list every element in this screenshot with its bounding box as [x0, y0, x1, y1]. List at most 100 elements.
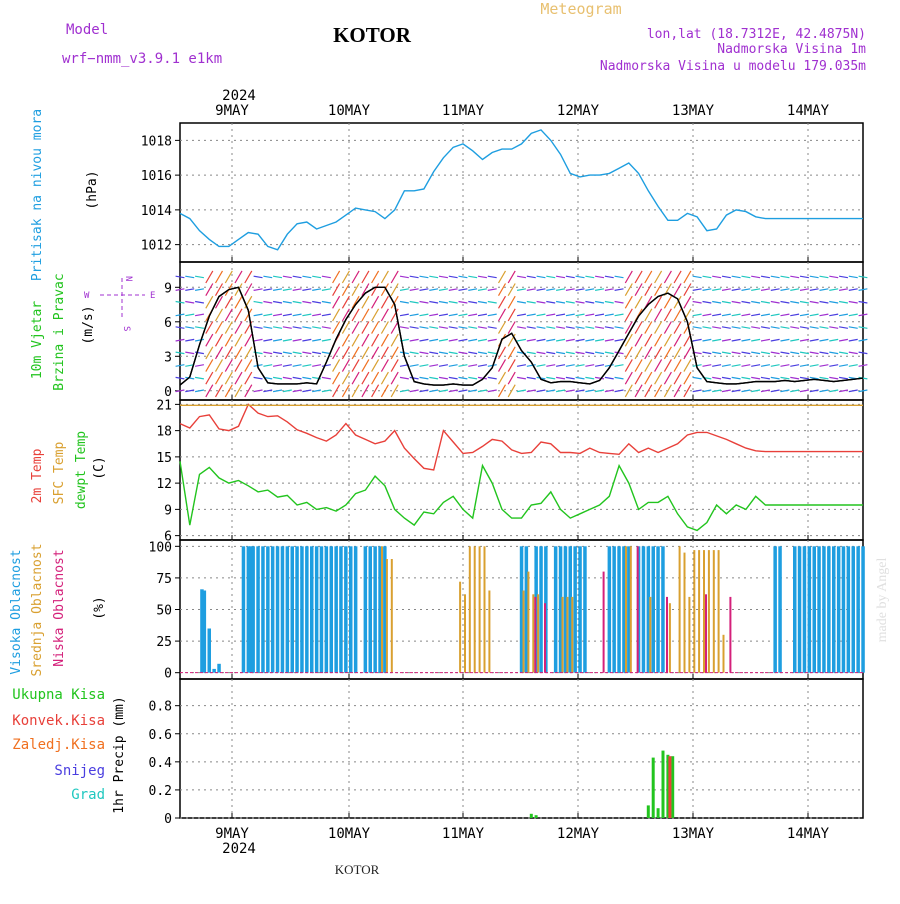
- wind-barb: [546, 275, 556, 279]
- wind-barb: [516, 389, 527, 393]
- wind-barb: [585, 376, 595, 380]
- wind-barb: [477, 364, 488, 367]
- model-label: Model: [66, 22, 108, 38]
- clouds-bar: [324, 546, 329, 673]
- wind-barb: [214, 308, 224, 322]
- wind-barb: [741, 389, 751, 393]
- wind-barb: [692, 300, 702, 304]
- legend-convective-rain: Konvek.Kisa: [12, 713, 105, 729]
- wind-barb: [351, 283, 360, 296]
- bottom-day-label: 14MAY: [787, 826, 830, 842]
- wind-barb: [263, 288, 273, 291]
- wind-barb: [556, 326, 566, 329]
- wind-barb: [341, 321, 350, 334]
- wind-barb: [741, 338, 751, 342]
- wind-barb: [312, 364, 322, 367]
- wind-barb: [692, 326, 702, 329]
- precipitation-bar: [529, 813, 533, 818]
- wind-barb: [321, 338, 331, 342]
- wind-barb: [819, 300, 829, 304]
- clouds-bar: [285, 546, 290, 673]
- wind-barb: [409, 351, 419, 355]
- wind-barb: [731, 326, 741, 329]
- clouds-ytick-label: 100: [149, 540, 172, 555]
- wind-barb: [838, 288, 849, 291]
- wind-barb: [429, 389, 439, 393]
- wind-barb: [205, 333, 214, 347]
- wind-barb: [663, 308, 672, 322]
- wind-barb: [819, 338, 829, 342]
- wind-barb: [644, 333, 653, 347]
- wind-barb: [731, 376, 741, 380]
- clouds-bar: [251, 546, 255, 673]
- wind-barb: [760, 338, 771, 342]
- wind-barb: [516, 338, 527, 342]
- wind-barb: [751, 338, 761, 342]
- wind-barb: [302, 351, 312, 355]
- wind-barb: [819, 389, 829, 393]
- clouds-bar: [773, 546, 777, 673]
- wind-barb: [361, 371, 370, 385]
- wind-barb: [673, 371, 682, 385]
- wind-ytick-label: 9: [164, 281, 172, 296]
- wind-barb: [263, 275, 273, 279]
- clouds-bar: [522, 590, 525, 673]
- clouds-bar: [607, 546, 612, 673]
- wind-barb: [526, 288, 536, 291]
- wind-barb: [302, 338, 312, 342]
- precip-legend: Ukupna Kisa Konvek.Kisa Zaledj.Kisa Snij…: [12, 687, 105, 803]
- wind-barb: [673, 384, 682, 398]
- clouds-bar: [261, 546, 265, 673]
- wind-barb: [526, 326, 536, 329]
- wind-barb: [555, 364, 566, 367]
- clouds-bar: [256, 546, 260, 673]
- clouds-bar: [861, 546, 865, 673]
- wind-barb: [654, 295, 663, 309]
- wind-barb: [848, 288, 858, 291]
- wind-barb: [253, 389, 263, 393]
- wind-barb: [390, 321, 399, 334]
- wind-barb: [244, 333, 253, 347]
- wind-barb: [536, 313, 546, 317]
- wind-barb: [673, 270, 682, 284]
- wind-barb: [585, 313, 595, 317]
- precipitation-ytick-label: 0.6: [149, 728, 172, 743]
- wind-barb: [458, 389, 468, 393]
- clouds-bar: [249, 546, 253, 673]
- clouds-bar: [544, 603, 546, 673]
- wind-barb: [448, 275, 458, 279]
- wind-barb: [302, 275, 312, 279]
- wind-barb: [838, 376, 849, 380]
- wind-barb: [390, 371, 399, 385]
- wind-barb: [468, 351, 478, 355]
- wind-barb: [312, 275, 322, 279]
- clouds-bar: [668, 603, 671, 673]
- wind-barb: [438, 326, 448, 329]
- clouds-bar: [563, 546, 568, 673]
- wind-barb: [312, 326, 322, 329]
- wind-barb: [487, 376, 497, 380]
- clouds-bar: [381, 546, 383, 673]
- wind-barb: [858, 313, 868, 317]
- wind-barb: [741, 364, 751, 367]
- wind-barb: [585, 389, 595, 393]
- credit-watermark: made by Angel: [875, 558, 890, 643]
- wind-barb: [399, 275, 409, 279]
- temperature-ytick-label: 18: [156, 425, 172, 440]
- wind-barb: [272, 338, 283, 342]
- wind-barb: [302, 288, 312, 291]
- wind-barb: [507, 295, 516, 309]
- wind-barb: [829, 288, 839, 291]
- wind-barb: [673, 308, 682, 322]
- wind-barb: [399, 326, 409, 329]
- wind-barb: [654, 384, 663, 398]
- wind-barb: [205, 283, 214, 296]
- wind-barb: [614, 326, 624, 329]
- wind-barb: [683, 346, 692, 360]
- wind-barb: [770, 351, 780, 355]
- pressure-ytick-label: 1018: [141, 134, 172, 149]
- wind-barb: [438, 351, 448, 355]
- wind-barb: [282, 364, 292, 367]
- wind-barb: [399, 389, 409, 393]
- wind-barb: [487, 326, 497, 329]
